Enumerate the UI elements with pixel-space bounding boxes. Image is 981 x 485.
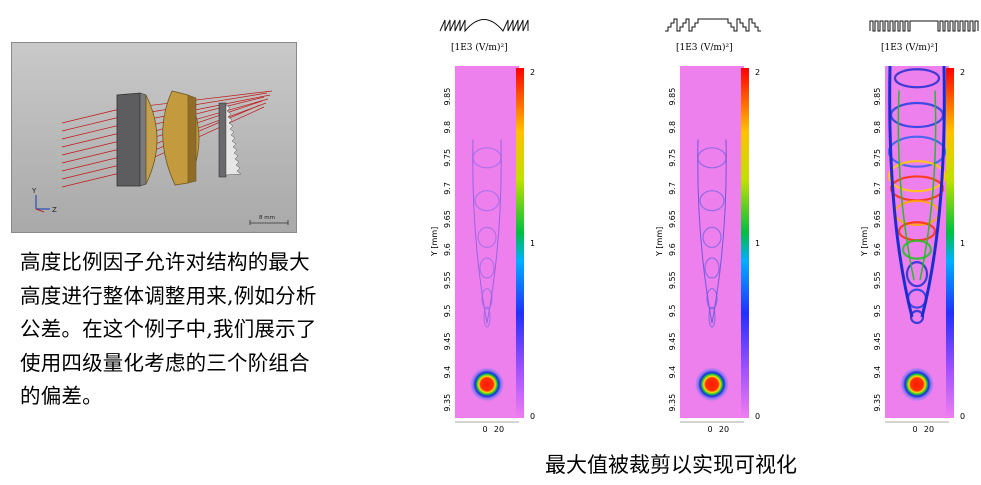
y-tick-label: 9.5	[443, 305, 452, 318]
y-tick-label: 9.45	[668, 333, 677, 351]
colorbar-tick-label: 1	[530, 239, 535, 248]
y-tick-label: 9.4	[668, 366, 677, 379]
colorbar-tick-label: 0	[530, 412, 535, 421]
unit-label: [1E3 (V/m)²]	[881, 42, 938, 53]
field-panel-four-level[interactable]: [1E3 (V/m)²] Y [mm] 9.85 9.8 9.75 9.7 9.65 9.6 9…	[630, 0, 780, 440]
optical-scene-svg: Y Z 8 mm	[31, 90, 289, 225]
y-tick-label: 9.4	[443, 366, 452, 379]
focal-spot[interactable]	[695, 367, 729, 402]
heatmap-svg: [1E3 (V/m)²] Y [mm] 9.85 9.8 9.75 9.7 9.65 9.6 9…	[430, 19, 535, 434]
y-tick-label: 9.55	[443, 271, 452, 289]
heatmap-svg: [1E3 (V/m)²] Y [mm] 9.85 9.8 9.75 9.7 9.65 9.6 9…	[655, 18, 761, 434]
field-pattern	[887, 65, 947, 325]
y-tick-label: 9.45	[873, 333, 882, 351]
axes-indicator: Y Z	[31, 187, 57, 214]
colorbar	[516, 68, 524, 418]
unit-label: [1E3 (V/m)²]	[676, 42, 733, 53]
x-tick-label: 0	[482, 425, 487, 434]
lens-block-1[interactable]	[116, 92, 141, 187]
heatmap-field[interactable]	[455, 66, 519, 418]
scale-bar: 8 mm	[249, 215, 289, 225]
y-tick-label: 9.35	[873, 394, 882, 412]
colorbar-tick-label: 1	[755, 239, 760, 248]
y-tick-label: 9.7	[668, 182, 677, 195]
grating-profile-icon	[665, 18, 761, 32]
y-tick-label: 9.55	[668, 271, 677, 289]
description-line: 高度进行整体调整用来,例如分析	[20, 283, 317, 308]
field-panel-smooth[interactable]: [1E3 (V/m)²] Y [mm] 9.85 9.8 9.75 9.7 9.65 9.6 9…	[405, 0, 555, 440]
x-tick-label: 20	[494, 425, 504, 434]
svg-text:Y: Y	[31, 187, 37, 195]
x-tick-label: 20	[924, 425, 934, 434]
heatmap-field[interactable]	[680, 66, 744, 418]
colorbar-tick-label: 2	[960, 68, 965, 77]
y-tick-label: 9.55	[873, 271, 882, 289]
x-tick-label: 0	[707, 425, 712, 434]
colorbar	[946, 68, 954, 418]
lens-curved-1[interactable]	[145, 94, 158, 185]
y-tick-label: 9.75	[668, 149, 677, 167]
y-tick-label: 9.75	[873, 149, 882, 167]
y-tick-label: 9.75	[443, 149, 452, 167]
y-tick-label: 9.35	[668, 394, 677, 412]
y-tick-label: 9.5	[668, 305, 677, 318]
y-tick-label: 9.45	[443, 333, 452, 351]
colorbar-tick-label: 1	[960, 239, 965, 248]
colorbar-tick-label: 2	[755, 68, 760, 77]
svg-text:Z: Z	[52, 206, 57, 214]
focal-spot[interactable]	[470, 367, 504, 402]
field-panel-binary[interactable]: [1E3 (V/m)²] Y [mm] 9.85 9.8 9.75 9.7 9.65 9.6 9…	[835, 0, 981, 440]
diffractive-plate[interactable]	[218, 102, 227, 178]
diffractive-surface	[225, 104, 242, 176]
description-line: 高度比例因子允许对结构的最大	[20, 250, 310, 274]
heatmap-field[interactable]	[885, 66, 949, 418]
unit-label: [1E3 (V/m)²]	[451, 42, 508, 53]
y-tick-label: 9.85	[668, 88, 677, 106]
x-tick-label: 0	[912, 425, 917, 434]
y-tick-label: 9.65	[443, 210, 452, 228]
description-text: 高度比例因子允许对结构的最大 高度进行整体调整用来,例如分析 公差。在这个例子中…	[20, 246, 392, 414]
grating-profile-icon	[439, 19, 529, 33]
colorbar-tick-label: 0	[755, 412, 760, 421]
y-tick-label: 9.4	[873, 366, 882, 379]
y-tick-label: 9.7	[873, 182, 882, 195]
description-line: 使用四级量化考虑的三个阶组合	[20, 350, 310, 375]
field-pattern	[472, 139, 502, 328]
y-tick-label: 9.5	[873, 305, 882, 318]
y-tick-label: 9.85	[873, 88, 882, 106]
x-tick-label: 20	[719, 425, 729, 434]
focal-spot[interactable]	[900, 367, 934, 402]
y-tick-label: 9.8	[443, 121, 452, 134]
y-tick-label: 9.65	[873, 210, 882, 228]
y-tick-label: 9.65	[668, 210, 677, 228]
field-pattern	[697, 139, 727, 328]
y-tick-label: 9.85	[443, 88, 452, 106]
colorbar-tick-label: 2	[530, 68, 535, 77]
y-tick-label: 9.7	[443, 182, 452, 195]
y-tick-label: 9.6	[873, 243, 882, 256]
optical-scene-view[interactable]: Y Z 8 mm	[11, 42, 297, 233]
y-axis-label: Y [mm]	[860, 227, 869, 257]
grating-profile-icon	[869, 20, 979, 32]
clip-caption: 最大值被裁剪以实现可视化	[545, 453, 797, 477]
y-tick-label: 9.6	[443, 243, 452, 256]
colorbar-tick-label: 0	[960, 412, 965, 421]
description-line: 公差。在这个例子中,我们展示了	[20, 317, 317, 341]
description-line: 的偏差。	[20, 384, 103, 408]
y-tick-label: 9.35	[443, 394, 452, 412]
heatmap-svg: [1E3 (V/m)²] Y [mm] 9.85 9.8 9.75 9.7 9.65 9.6 9…	[860, 20, 979, 434]
y-tick-label: 9.8	[873, 121, 882, 134]
y-tick-label: 9.8	[668, 121, 677, 134]
y-tick-label: 9.6	[668, 243, 677, 256]
svg-text:8 mm: 8 mm	[259, 215, 275, 221]
y-axis-label: Y [mm]	[655, 227, 664, 257]
colorbar	[741, 68, 749, 418]
y-axis-label: Y [mm]	[430, 227, 439, 257]
